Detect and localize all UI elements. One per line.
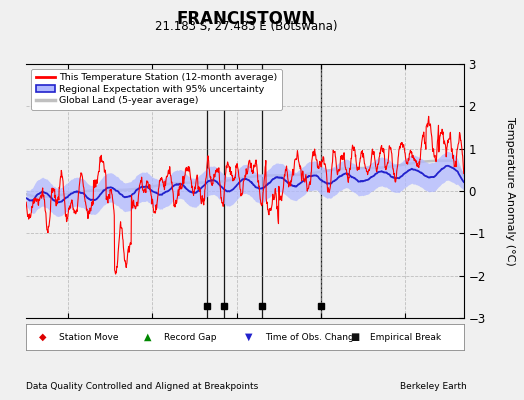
Text: ▲: ▲	[144, 332, 152, 342]
Text: Empirical Break: Empirical Break	[369, 332, 441, 342]
Y-axis label: Temperature Anomaly (°C): Temperature Anomaly (°C)	[506, 117, 516, 265]
Text: 21.183 S, 27.483 E (Botswana): 21.183 S, 27.483 E (Botswana)	[155, 20, 337, 33]
Text: ▼: ▼	[245, 332, 253, 342]
Text: Berkeley Earth: Berkeley Earth	[400, 382, 466, 391]
Text: Data Quality Controlled and Aligned at Breakpoints: Data Quality Controlled and Aligned at B…	[26, 382, 258, 391]
Text: Station Move: Station Move	[59, 332, 118, 342]
Legend: This Temperature Station (12-month average), Regional Expectation with 95% uncer: This Temperature Station (12-month avera…	[31, 69, 282, 110]
Text: ◆: ◆	[39, 332, 47, 342]
Text: Record Gap: Record Gap	[164, 332, 216, 342]
Text: Time of Obs. Change: Time of Obs. Change	[265, 332, 359, 342]
Text: FRANCISTOWN: FRANCISTOWN	[177, 10, 316, 28]
Text: ■: ■	[350, 332, 359, 342]
